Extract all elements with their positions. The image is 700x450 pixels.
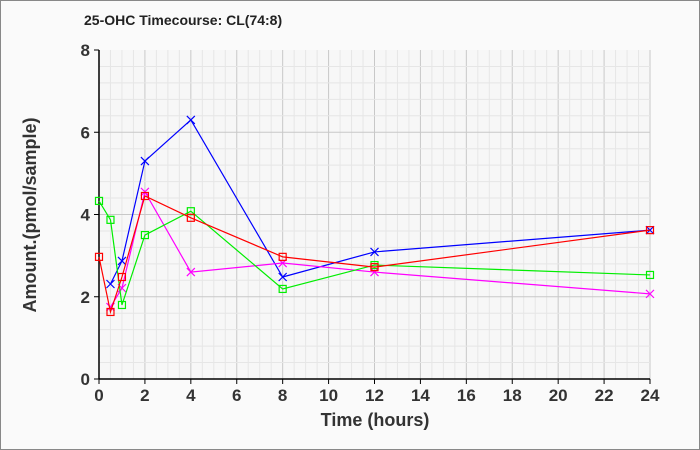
y-tick-label: 8: [81, 41, 90, 60]
data-point-red: [186, 213, 195, 222]
x-tick-label: 18: [503, 386, 522, 405]
grid: [98, 50, 651, 380]
data-point-green: [645, 270, 655, 280]
x-tick-label: 0: [94, 386, 103, 405]
x-tick-label: 20: [549, 386, 568, 405]
data-point-green: [278, 284, 287, 294]
x-tick-label: 10: [319, 386, 338, 405]
x-tick-label: 8: [278, 386, 287, 405]
data-point-red: [117, 272, 127, 282]
data-point-blue: [140, 156, 150, 166]
x-tick-label: 4: [186, 386, 196, 405]
data-point-blue: [278, 272, 288, 282]
data-point-magenta: [140, 187, 150, 197]
data-point-green: [106, 215, 115, 224]
y-tick-label: 0: [81, 370, 90, 389]
x-tick-label: 22: [595, 386, 614, 405]
series-red: [94, 191, 655, 317]
y-tick-label: 6: [81, 123, 90, 142]
x-tick-label: 16: [457, 386, 476, 405]
series-magenta: [106, 187, 655, 312]
data-point-blue: [117, 256, 127, 266]
data-point-red: [106, 307, 115, 317]
data-point-magenta: [186, 267, 196, 277]
data-point-green: [94, 196, 104, 206]
series-blue: [106, 115, 655, 289]
x-tick-label: 2: [140, 386, 149, 405]
data-point-red: [278, 252, 287, 261]
series-group: [94, 115, 655, 317]
series-line-red: [98, 195, 651, 315]
data-point-red: [645, 226, 655, 235]
y-tick-label: 2: [81, 288, 90, 307]
x-axis-label: Time (hours): [321, 410, 430, 430]
chart-title: 25-OHC Timecourse: CL(74:8): [84, 12, 282, 28]
data-point-blue: [106, 279, 115, 289]
data-point-blue: [186, 115, 196, 125]
data-point-green: [140, 230, 150, 240]
series-line-green: [98, 200, 651, 306]
data-point-magenta: [370, 267, 379, 277]
x-tick-label: 6: [232, 386, 241, 405]
data-point-red: [370, 263, 379, 272]
y-tick-label: 4: [81, 206, 91, 225]
x-tick-label: 12: [365, 386, 384, 405]
data-point-blue: [370, 247, 379, 257]
x-tick-label: 14: [411, 386, 430, 405]
y-axis-label: Amount.(pmol/sample): [20, 117, 40, 312]
x-tick-label: 24: [641, 386, 660, 405]
data-point-magenta: [645, 289, 655, 299]
data-point-green: [117, 300, 127, 310]
data-point-red: [140, 191, 150, 201]
data-point-red: [94, 252, 104, 261]
